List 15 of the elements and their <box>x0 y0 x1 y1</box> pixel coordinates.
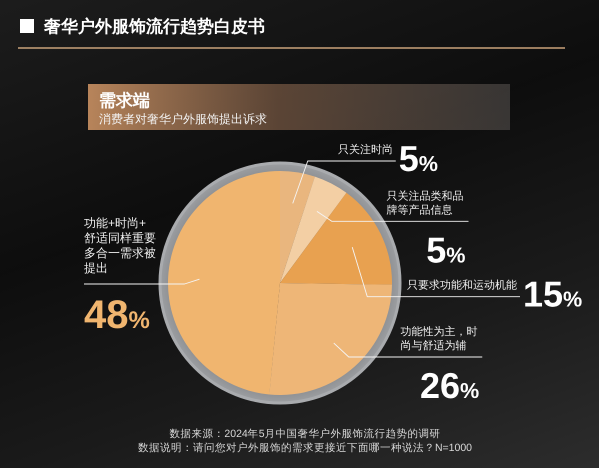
data-label: 5% <box>426 229 466 270</box>
source-note: 数据来源：2024年5月中国奢华户外服饰流行趋势的调研 <box>169 427 441 440</box>
chart-subtitle: 需求端 <box>99 91 150 110</box>
text: 数据说明：请问您对户外服饰的需求更接近下面哪一种说法？N=1000 <box>138 441 472 454</box>
data-label: 26% <box>420 365 480 406</box>
chart-title: 奢华户外服饰流行趋势白皮书 <box>43 17 265 36</box>
slice-label: 只关注品类和品牌等产品信息 <box>386 189 464 216</box>
data-label: 5% <box>398 138 438 179</box>
data-label: 48% <box>84 293 150 337</box>
slice-label: 只关注时尚 <box>338 143 393 156</box>
text: 消费者对奢华户外服饰提出诉求 <box>99 112 267 126</box>
data-label: 15% <box>523 274 582 315</box>
slice-label: 只要求功能和运动机能 <box>407 278 517 292</box>
slice-label: 功能+时尚+舒适同样重要多合一需求被提出 <box>84 216 156 275</box>
slice-label: 功能性为主，时尚与舒适为辅 <box>400 325 478 352</box>
